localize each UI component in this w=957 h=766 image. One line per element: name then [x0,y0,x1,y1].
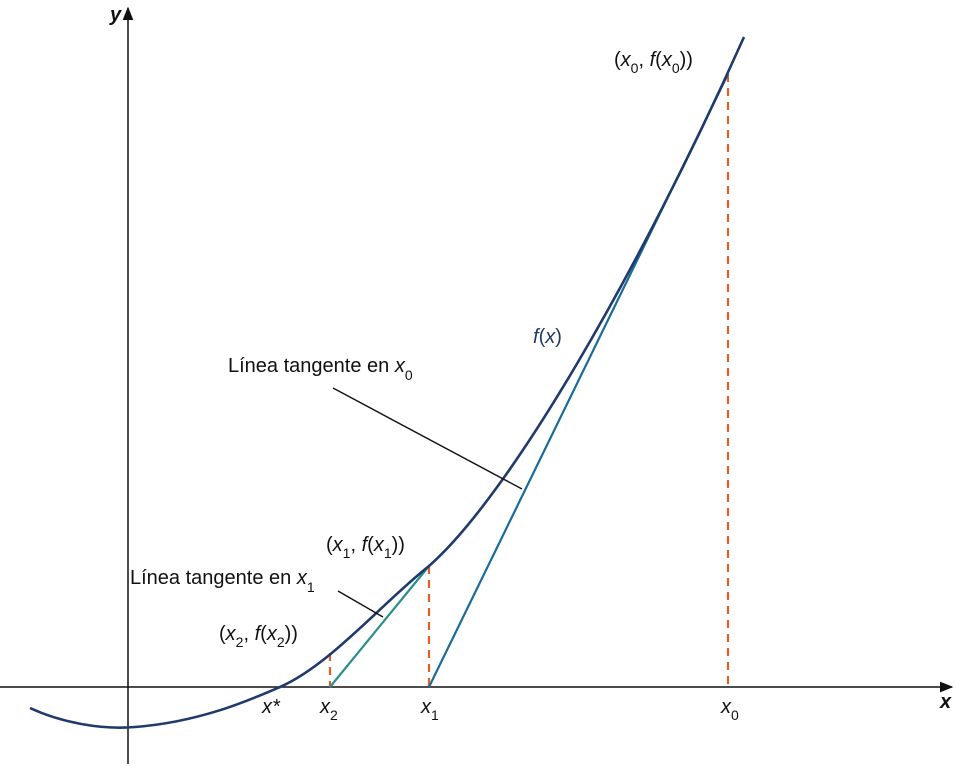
tangent-line-x1 [329,565,430,688]
tangent-label-x0: Línea tangente en x0 [228,355,413,383]
tick-label-x0: x0 [720,696,739,723]
tangent-label-x1: Línea tangente en x1 [130,567,315,595]
function-curve [29,36,746,729]
point-label-x0: (x0, f(x0)) [614,49,693,76]
point-label-x2: (x2, f(x2)) [219,623,298,650]
function-label: f(x) [533,326,562,348]
root-label: x* [261,696,281,718]
tick-label-x1: x1 [420,696,439,723]
leader-line-x0 [332,387,523,490]
x-axis-label: x [939,691,952,713]
tick-label-x2: x2 [319,696,338,723]
y-axis-label: y [109,4,122,26]
leader-line-x1 [337,590,384,618]
point-label-x1: (x1, f(x1)) [326,534,405,561]
